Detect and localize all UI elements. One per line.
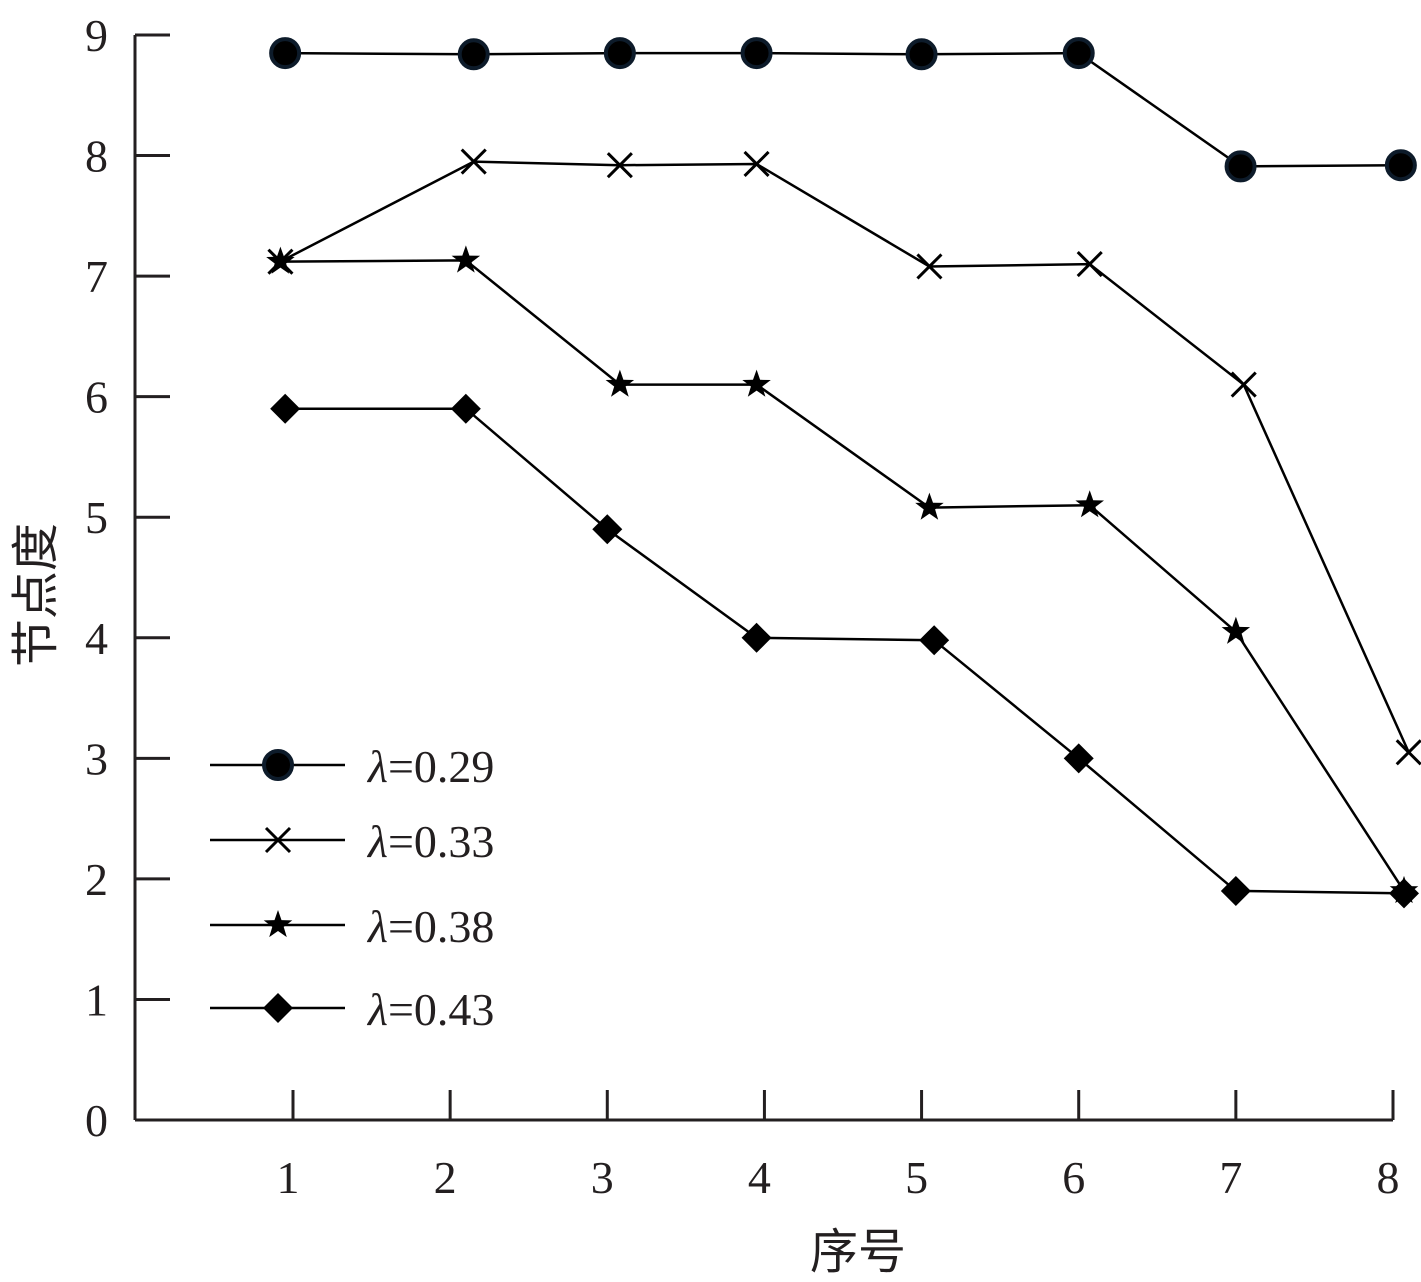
- data-point: [1389, 878, 1419, 909]
- data-point: [450, 393, 481, 424]
- legend-value: =0.43: [388, 984, 494, 1035]
- data-point: [919, 625, 950, 656]
- data-point: [742, 369, 771, 397]
- legend-label: λ=0.38: [366, 901, 494, 952]
- x-tick-label: 4: [748, 1152, 771, 1203]
- series-line: [279, 160, 1410, 753]
- data-point: [451, 245, 481, 273]
- series-3: [270, 393, 1419, 909]
- data-point: [1224, 150, 1257, 183]
- x-tick-label: 5: [905, 1152, 928, 1203]
- legend-value: =0.38: [388, 901, 494, 952]
- legend-label: λ=0.29: [366, 741, 494, 792]
- axes: [133, 35, 1393, 1122]
- data-point: [743, 150, 770, 178]
- legend-value: =0.29: [388, 741, 494, 792]
- data-point: [270, 393, 301, 424]
- x-tick-label: 3: [591, 1152, 614, 1203]
- series-1: [267, 148, 1421, 766]
- series-line: [285, 407, 1405, 895]
- y-tick-label: 3: [85, 733, 108, 784]
- legend-symbol: λ: [366, 741, 388, 792]
- data-point: [457, 38, 490, 71]
- x-ticks: 1 2 3 4 5 6 7 8: [277, 1090, 1400, 1203]
- legend-marker: [263, 993, 293, 1023]
- data-point: [915, 492, 944, 520]
- data-point: [916, 253, 943, 280]
- series-group: [266, 37, 1421, 909]
- y-ticks: 0 1 2 3 4 5 6 7 8 9: [85, 10, 170, 1146]
- x-tick-label: 1: [277, 1152, 300, 1203]
- data-point: [266, 246, 295, 274]
- legend-item: λ=0.38: [210, 901, 494, 952]
- data-point: [592, 514, 623, 545]
- data-point: [1384, 149, 1417, 182]
- data-point: [606, 152, 633, 179]
- y-tick-label: 6: [85, 372, 108, 423]
- legend-marker: [263, 910, 293, 938]
- x-tick-label: 2: [434, 1152, 457, 1203]
- legend-marker: [262, 749, 294, 781]
- x-tick-label: 6: [1062, 1152, 1085, 1203]
- x-axis-title: 序号: [810, 1224, 906, 1280]
- data-point: [740, 37, 773, 70]
- data-point: [1063, 743, 1094, 774]
- data-point: [1062, 37, 1095, 70]
- y-axis-title: 节点度: [8, 523, 64, 667]
- legend-symbol: λ: [366, 816, 388, 867]
- data-point: [269, 37, 302, 70]
- data-point: [741, 622, 772, 653]
- series-line: [280, 259, 1406, 892]
- data-point: [603, 37, 636, 70]
- y-tick-label: 0: [85, 1095, 108, 1146]
- legend-marker: [264, 826, 292, 854]
- legend-item: λ=0.43: [210, 984, 494, 1035]
- x-tick-label: 7: [1219, 1152, 1242, 1203]
- data-point: [460, 148, 487, 175]
- series-0: [269, 37, 1417, 183]
- legend-label: λ=0.43: [366, 984, 494, 1035]
- y-tick-label: 9: [85, 10, 108, 61]
- legend-item: λ=0.29: [210, 741, 494, 792]
- data-point: [1221, 616, 1251, 644]
- x-tick-label: 8: [1377, 1152, 1400, 1203]
- legend: λ=0.29λ=0.33λ=0.38λ=0.43: [210, 741, 494, 1035]
- legend-label: λ=0.33: [366, 816, 494, 867]
- y-tick-label: 4: [85, 613, 108, 664]
- legend-symbol: λ: [366, 901, 388, 952]
- data-point: [1075, 490, 1104, 518]
- legend-symbol: λ: [366, 984, 388, 1035]
- data-point: [1395, 739, 1421, 766]
- y-tick-label: 8: [85, 131, 108, 182]
- y-tick-label: 7: [85, 251, 108, 302]
- data-point: [1230, 371, 1257, 398]
- y-tick-label: 1: [85, 974, 108, 1025]
- legend-value: =0.33: [388, 816, 494, 867]
- y-tick-label: 2: [85, 854, 108, 905]
- series-2: [266, 245, 1419, 904]
- series-line: [285, 51, 1401, 168]
- legend-item: λ=0.33: [210, 816, 494, 867]
- data-point: [1220, 875, 1251, 906]
- y-tick-label: 5: [85, 492, 108, 543]
- data-point: [905, 38, 938, 71]
- data-point: [1076, 250, 1103, 278]
- data-point: [605, 369, 635, 397]
